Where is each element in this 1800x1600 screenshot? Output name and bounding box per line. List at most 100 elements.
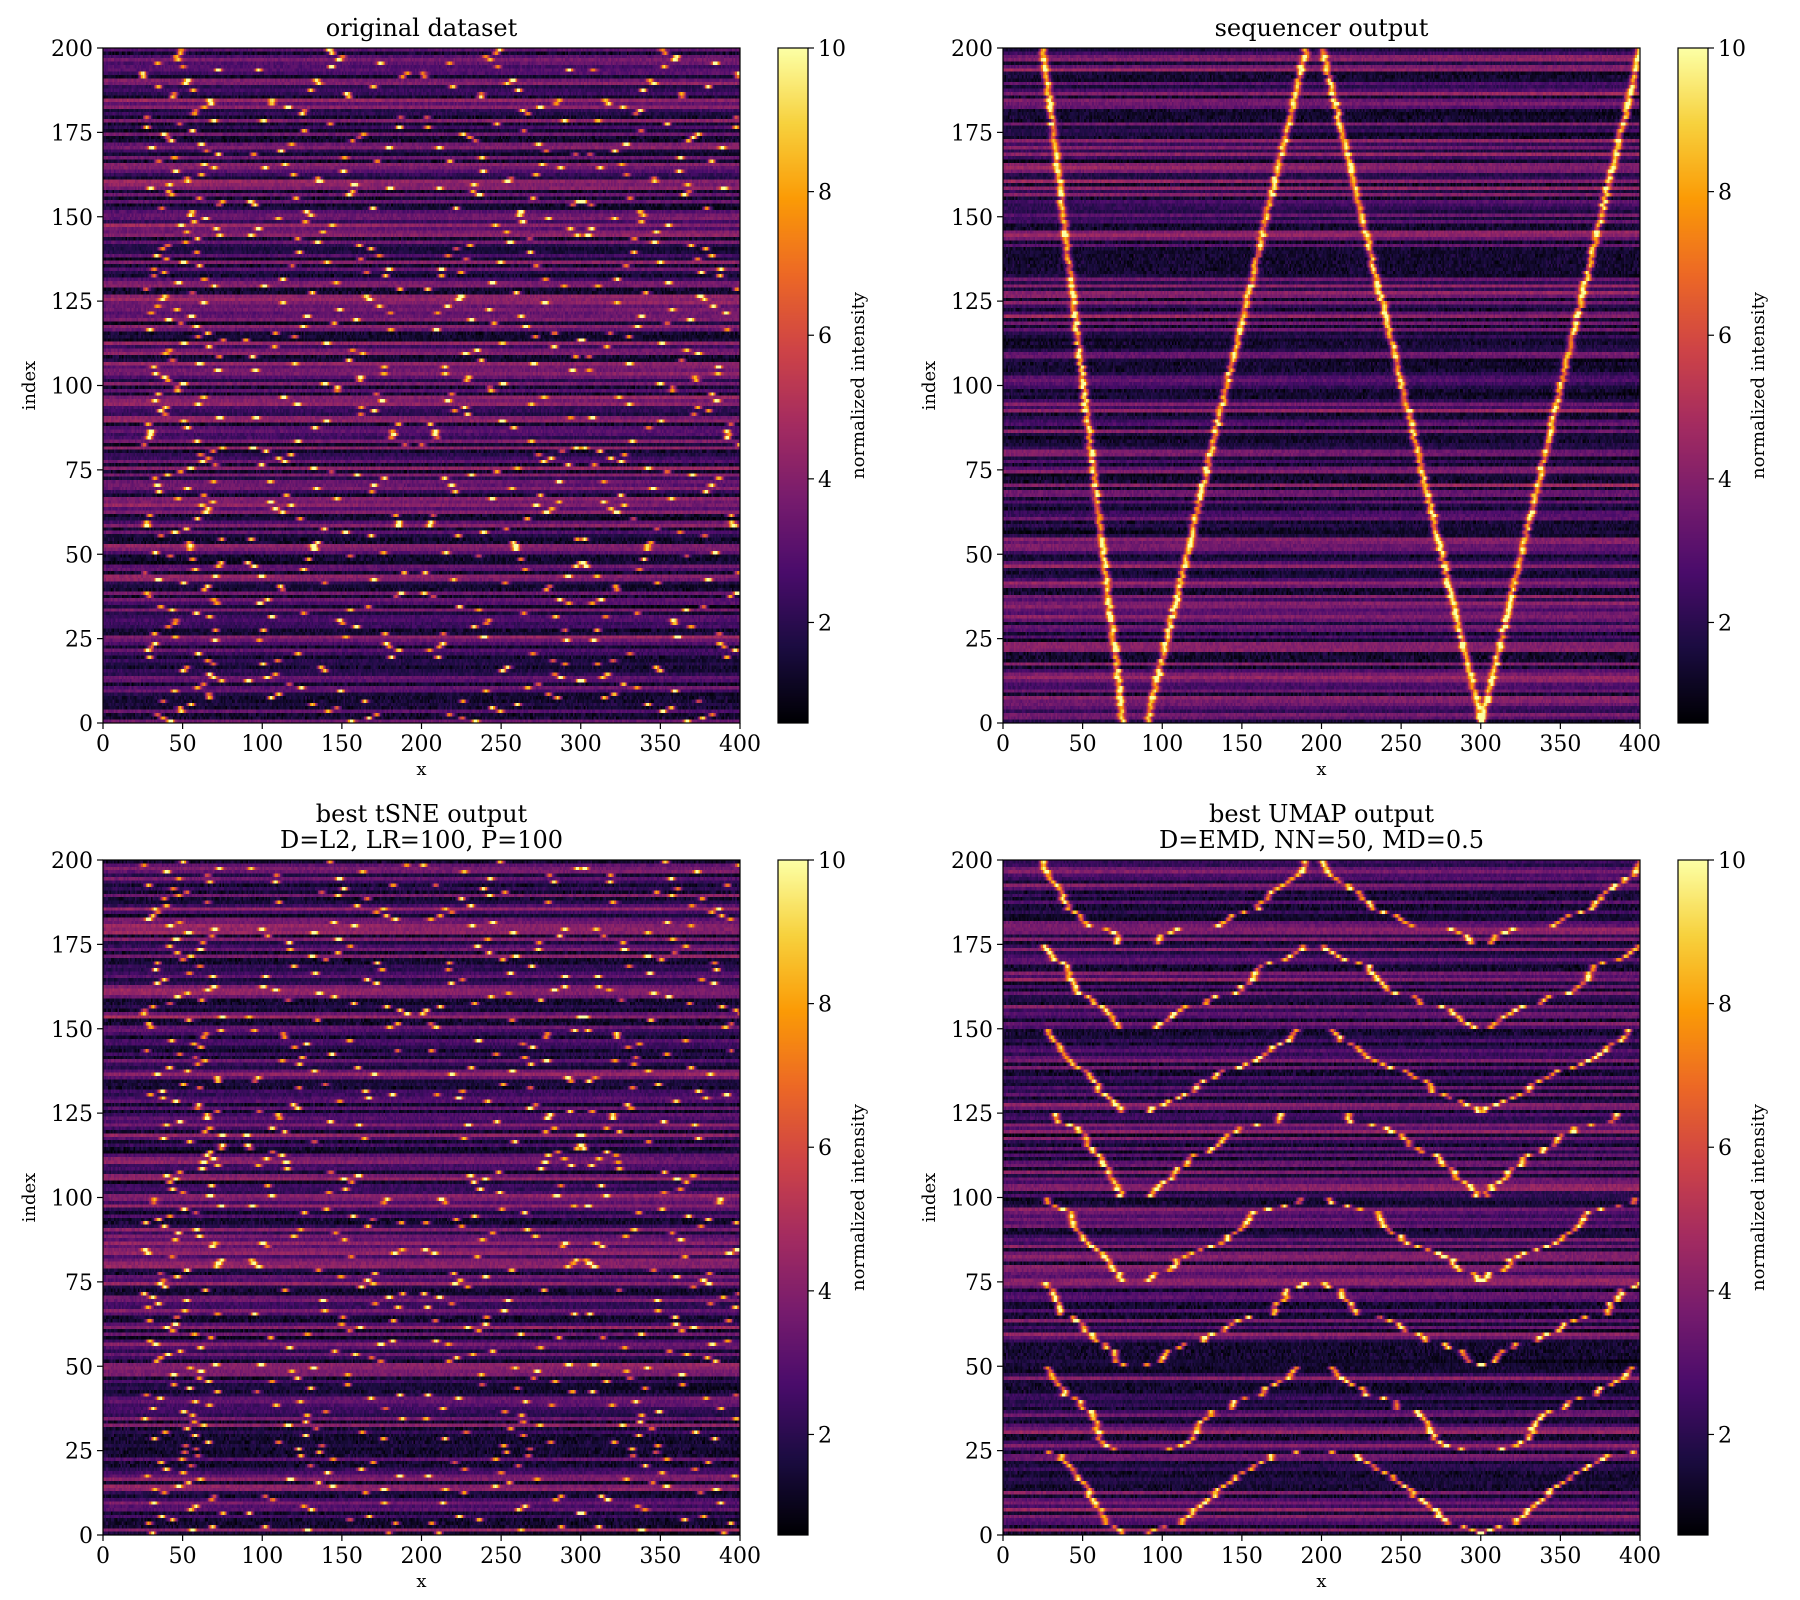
colorbar-tick-label: 4 <box>1718 468 1732 493</box>
x-tick-label: 350 <box>1539 732 1581 757</box>
y-tick-label: 75 <box>65 459 93 484</box>
x-tick-label: 350 <box>1539 1544 1581 1569</box>
colorbar-tick-label: 2 <box>818 611 832 636</box>
x-tick-label: 200 <box>1301 1544 1343 1569</box>
y-tick-label: 175 <box>51 121 93 146</box>
y-tick-label: 125 <box>51 290 93 315</box>
y-tick-label: 25 <box>965 1440 993 1465</box>
y-tick-label: 200 <box>51 37 93 62</box>
colorbar-label: normalized intensity <box>1748 1103 1769 1291</box>
y-tick-label: 0 <box>79 712 93 737</box>
x-tick-label: 0 <box>996 732 1010 757</box>
colorbar-tick-label: 4 <box>1718 1280 1732 1305</box>
colorbar-tick-label: 8 <box>1718 181 1732 206</box>
colorbar-frame <box>1677 859 1709 1536</box>
x-tick-label: 300 <box>1460 732 1502 757</box>
x-tick-label: 250 <box>480 732 522 757</box>
colorbar-gradient <box>778 48 808 723</box>
x-tick-label: 150 <box>321 1544 363 1569</box>
panel-title: best tSNE output <box>316 800 528 828</box>
x-tick-label: 350 <box>639 1544 681 1569</box>
x-tick-label: 400 <box>719 1544 761 1569</box>
colorbar-tick-label: 10 <box>818 849 846 874</box>
y-tick-label: 100 <box>951 375 993 400</box>
x-tick-label: 150 <box>1221 732 1263 757</box>
x-tick-label: 300 <box>560 1544 602 1569</box>
x-tick-label: 400 <box>719 732 761 757</box>
colorbar-tick-label: 4 <box>818 468 832 493</box>
x-tick-label: 250 <box>1380 732 1422 757</box>
y-tick-label: 100 <box>51 1187 93 1212</box>
x-tick-label: 50 <box>1069 732 1097 757</box>
colorbar-gradient <box>1678 860 1708 1535</box>
y-tick-label: 25 <box>965 628 993 653</box>
y-tick-label: 25 <box>65 628 93 653</box>
x-tick-label: 100 <box>1141 732 1183 757</box>
colorbar-tick-label: 10 <box>818 37 846 62</box>
x-tick-label: 350 <box>639 732 681 757</box>
y-tick-label: 125 <box>951 1102 993 1127</box>
x-tick-label: 100 <box>241 1544 283 1569</box>
colorbar-tick-label: 8 <box>818 993 832 1018</box>
x-tick-label: 50 <box>169 732 197 757</box>
colorbar-label: normalized intensity <box>848 1103 869 1291</box>
heatmap-image <box>103 48 740 723</box>
colorbar-tick-label: 6 <box>1718 324 1732 349</box>
x-axis-label: x <box>1316 759 1326 780</box>
colorbar-tick-label: 2 <box>1718 1423 1732 1448</box>
x-tick-label: 0 <box>96 1544 110 1569</box>
y-tick-label: 175 <box>51 933 93 958</box>
heatmap-image <box>103 860 740 1535</box>
panel-title: sequencer output <box>1215 14 1429 42</box>
y-tick-label: 75 <box>965 459 993 484</box>
panel-subtitle: D=L2, LR=100, P=100 <box>280 826 563 854</box>
x-tick-label: 250 <box>1380 1544 1422 1569</box>
y-tick-label: 150 <box>51 206 93 231</box>
x-axis-label: x <box>416 759 426 780</box>
y-tick-label: 200 <box>51 849 93 874</box>
panel-1: original dataset 0 50 100 150 200 250 300 350 400… <box>19 14 869 780</box>
panel-title: original dataset <box>326 14 518 42</box>
x-axis-label: x <box>1316 1571 1326 1592</box>
y-tick-label: 175 <box>951 933 993 958</box>
x-tick-label: 200 <box>401 732 443 757</box>
heatmap-image <box>1003 860 1640 1535</box>
y-tick-label: 150 <box>51 1018 93 1043</box>
y-tick-label: 175 <box>951 121 993 146</box>
y-tick-label: 125 <box>951 290 993 315</box>
y-tick-label: 50 <box>65 1355 93 1380</box>
colorbar-label: normalized intensity <box>1748 291 1769 479</box>
colorbar-frame <box>777 47 809 724</box>
colorbar-tick-label: 4 <box>818 1280 832 1305</box>
y-tick-label: 0 <box>979 712 993 737</box>
panel-title: best UMAP output <box>1209 800 1434 828</box>
y-tick-label: 125 <box>51 1102 93 1127</box>
y-tick-label: 0 <box>979 1524 993 1549</box>
y-axis-label: index <box>19 1173 40 1223</box>
x-tick-label: 300 <box>1460 1544 1502 1569</box>
y-tick-label: 50 <box>965 1355 993 1380</box>
colorbar-gradient <box>778 860 808 1535</box>
x-tick-label: 100 <box>241 732 283 757</box>
colorbar-frame <box>1677 47 1709 724</box>
colorbar-tick-label: 6 <box>1718 1136 1732 1161</box>
x-tick-label: 400 <box>1619 732 1661 757</box>
colorbar-tick-label: 8 <box>1718 993 1732 1018</box>
y-tick-label: 50 <box>965 543 993 568</box>
x-tick-label: 400 <box>1619 1544 1661 1569</box>
y-tick-label: 75 <box>65 1271 93 1296</box>
y-tick-label: 150 <box>951 1018 993 1043</box>
panel-subtitle: D=EMD, NN=50, MD=0.5 <box>1159 826 1484 854</box>
colorbar-tick-label: 2 <box>1718 611 1732 636</box>
colorbar-tick-label: 10 <box>1718 849 1746 874</box>
heatmap-image <box>1003 48 1640 723</box>
x-axis-label: x <box>416 1571 426 1592</box>
x-tick-label: 300 <box>560 732 602 757</box>
colorbar-tick-label: 8 <box>818 181 832 206</box>
colorbar-tick-label: 10 <box>1718 37 1746 62</box>
x-tick-label: 50 <box>169 1544 197 1569</box>
y-tick-label: 75 <box>965 1271 993 1296</box>
